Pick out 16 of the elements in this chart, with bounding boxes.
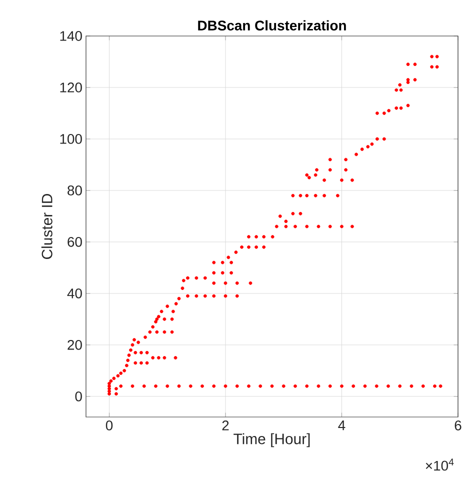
y-tick-label: 100 [60, 134, 82, 144]
y-tick-label: 0 [75, 391, 82, 402]
y-tick-label: 20 [68, 340, 82, 350]
y-tick-label: 80 [68, 186, 82, 196]
chart-title: DBScan Clusterization [198, 20, 346, 31]
y-tick-label: 60 [68, 236, 82, 247]
x-tick-label: 2 [222, 420, 229, 430]
y-axis-title: Cluster ID [41, 194, 52, 259]
x-tick-label: 0 [106, 420, 113, 430]
y-tick-label: 40 [67, 288, 82, 298]
x-tick-label: 4 [338, 420, 346, 430]
text: ×10$^{4}$ [426, 458, 454, 471]
x-tick-label: 6 [454, 420, 462, 430]
x-axis-title: Time [Hour] [234, 433, 310, 448]
y-tick-label: 140 [60, 31, 82, 41]
y-tick-label: 120 [60, 82, 82, 92]
